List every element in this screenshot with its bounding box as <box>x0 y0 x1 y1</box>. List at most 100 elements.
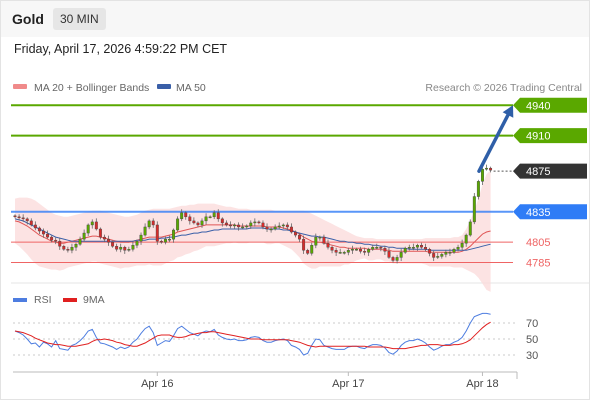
candle-body <box>111 241 115 247</box>
target-tag <box>513 128 587 144</box>
candle-body <box>249 222 253 227</box>
candle-body <box>383 248 387 252</box>
candle-body <box>107 238 110 243</box>
candle-body <box>115 246 119 250</box>
support-label: 4805 <box>526 237 550 249</box>
target-tag-label: 4940 <box>526 100 550 112</box>
candle-body <box>476 181 480 197</box>
candle-body <box>277 225 281 228</box>
candle-body <box>216 212 220 220</box>
projection-arrow-shaft <box>477 113 510 173</box>
candle-body <box>281 224 285 227</box>
candle-body <box>460 242 464 248</box>
candle-body <box>50 236 54 241</box>
candle-body <box>342 252 346 254</box>
candle-body <box>172 229 176 240</box>
candle-body <box>440 254 444 257</box>
candle-body <box>13 215 17 218</box>
candle-body <box>444 252 448 255</box>
x-tick-label: Apr 17 <box>332 378 364 390</box>
candle-body <box>338 252 342 254</box>
candle-body <box>135 240 139 246</box>
candle-body <box>241 226 245 229</box>
rsi-tick-label: 50 <box>526 334 538 346</box>
candle-body <box>314 236 318 246</box>
credit-label: Research © 2026 Trading Central <box>425 82 582 94</box>
candle-body <box>46 233 50 238</box>
candle-body <box>480 168 484 182</box>
candle-body <box>294 231 297 236</box>
x-axis: Apr 16 Apr 17 Apr 18 <box>141 372 499 390</box>
candle-body <box>212 212 216 218</box>
candle-body <box>119 247 123 250</box>
candle-body <box>90 221 94 226</box>
candle-body <box>180 212 184 220</box>
candle-body <box>257 221 261 224</box>
ma50-line <box>14 218 491 251</box>
candles <box>13 164 493 264</box>
rsi-tick-label: 70 <box>526 318 538 330</box>
candle-body <box>17 216 21 219</box>
candle-body <box>127 249 131 251</box>
candle-body <box>188 216 192 222</box>
support-label: 4785 <box>526 257 550 269</box>
x-tick-label: Apr 16 <box>141 378 173 390</box>
header-bar: Gold 30 MIN <box>1 1 589 37</box>
candle-body <box>131 245 135 250</box>
candle-body <box>485 167 488 170</box>
rsi-ma-legend-swatch <box>63 298 77 302</box>
bollinger-legend-swatch <box>13 84 27 89</box>
rsi-ma-legend-label: 9MA <box>83 294 105 306</box>
rsi-ma-line <box>14 321 491 350</box>
candle-body <box>123 247 127 251</box>
candle-body <box>472 196 476 223</box>
candle-body <box>265 226 269 230</box>
rsi-tick-label: 30 <box>526 350 538 362</box>
candle-body <box>54 239 58 242</box>
candle-body <box>436 256 440 258</box>
candle-body <box>468 221 472 236</box>
candle-body <box>371 247 375 250</box>
candle-body <box>298 234 302 240</box>
candle-body <box>375 247 379 249</box>
candle-body <box>367 249 371 253</box>
candle-body <box>163 238 167 243</box>
candle-body <box>253 221 257 224</box>
candle-body <box>159 240 163 243</box>
candle-body <box>330 247 334 251</box>
candle-body <box>363 251 367 253</box>
rsi-legend-swatch <box>13 298 27 302</box>
candle-body <box>302 238 306 251</box>
candle-body <box>143 226 147 236</box>
candle-body <box>420 245 423 248</box>
candle-body <box>224 222 228 226</box>
candle-body <box>151 220 155 226</box>
instrument-title: Gold <box>12 11 44 27</box>
candle-body <box>184 212 188 218</box>
candle-body <box>428 249 432 254</box>
candle-body <box>192 220 196 224</box>
candle-body <box>237 224 241 228</box>
timeframe-button[interactable]: 30 MIN <box>53 8 106 30</box>
candle-body <box>350 249 354 251</box>
candle-body <box>379 247 383 249</box>
candle-body <box>33 224 37 229</box>
candle-body <box>196 222 200 226</box>
candle-body <box>98 228 102 238</box>
moving-averages <box>14 218 491 253</box>
candle-body <box>346 250 350 253</box>
candle-body <box>86 224 90 234</box>
candle-body <box>204 216 208 222</box>
pivot-tag <box>513 204 587 220</box>
candle-body <box>42 230 45 235</box>
candle-body <box>29 220 33 226</box>
candle-body <box>82 232 86 240</box>
rsi-line <box>14 312 491 356</box>
last-tag-label: 4875 <box>526 166 550 178</box>
candle-body <box>334 250 338 253</box>
candle-body <box>432 253 436 258</box>
level-tags: 4940 4910 4875 4835 4805 4785 <box>513 97 587 269</box>
rsi-legend-label: RSI <box>34 294 52 306</box>
level-lines <box>11 104 513 263</box>
